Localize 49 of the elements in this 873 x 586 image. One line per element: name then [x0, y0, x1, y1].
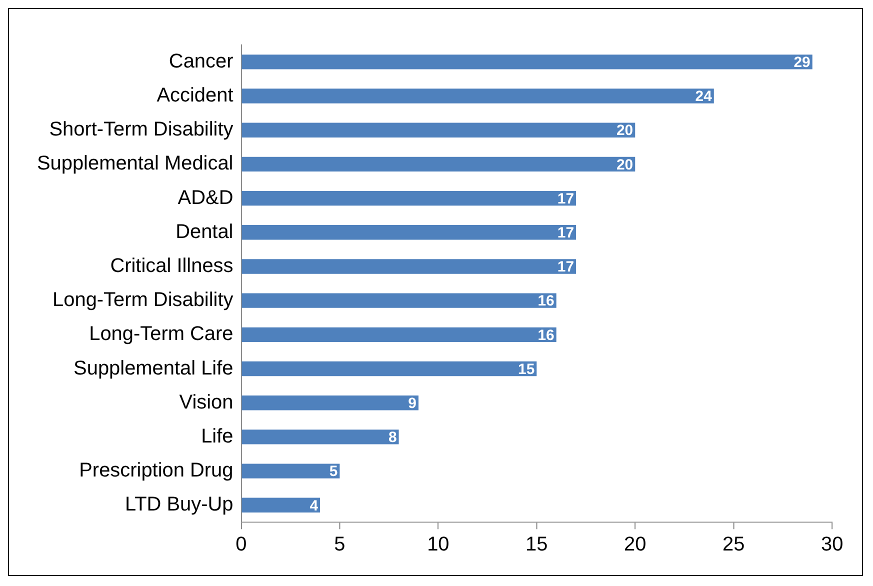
bar — [242, 156, 636, 172]
y-tick-label: Supplemental Life — [74, 357, 234, 380]
y-tick-label: Short-Term Disability — [49, 118, 234, 141]
data-label: 17 — [557, 258, 574, 276]
data-label: 16 — [538, 326, 554, 344]
y-tick-label: Long-Term Care — [89, 323, 234, 346]
data-label: 20 — [616, 156, 634, 174]
data-label: 29 — [794, 54, 810, 72]
x-tick-label: 10 — [427, 534, 450, 556]
data-label: 16 — [538, 292, 554, 310]
y-tick-label: Critical Illness — [110, 254, 234, 277]
x-tick-label: 0 — [236, 534, 247, 556]
x-tick-label: 15 — [526, 534, 548, 556]
data-label: 8 — [388, 429, 397, 446]
bar — [242, 88, 714, 104]
y-tick-label: Life — [201, 425, 234, 448]
y-tick-label: LTD Buy-Up — [124, 494, 234, 516]
bar — [242, 225, 576, 240]
data-label: 15 — [518, 360, 535, 378]
bar — [242, 327, 556, 342]
data-label: 5 — [329, 463, 338, 480]
data-label: 4 — [310, 497, 319, 514]
bar — [242, 464, 340, 478]
x-tick-label: 30 — [820, 534, 844, 556]
y-tick-label: Dental — [176, 220, 234, 243]
data-label: 20 — [616, 122, 634, 140]
y-tick-label: Supplemental Medical — [36, 152, 234, 175]
bar — [242, 361, 537, 376]
x-tick-label: 25 — [722, 534, 745, 556]
y-tick-label: Vision — [179, 391, 234, 414]
bar — [242, 190, 576, 206]
bar — [242, 430, 399, 444]
x-tick-label: 5 — [334, 534, 346, 556]
y-tick-label: Cancer — [168, 50, 234, 72]
bar — [242, 122, 636, 138]
data-label: 17 — [557, 224, 574, 242]
bar — [242, 396, 418, 410]
y-tick-label: Long-Term Disability — [52, 289, 234, 312]
y-tick-label: AD&D — [178, 186, 234, 209]
bar — [242, 54, 812, 70]
bar — [242, 259, 576, 274]
data-label: 17 — [557, 190, 574, 208]
x-tick-label: 20 — [624, 534, 646, 556]
y-tick-label: Prescription Drug — [79, 460, 234, 482]
y-tick-label: Accident — [156, 84, 234, 107]
data-label: 24 — [695, 88, 713, 106]
bar — [242, 498, 320, 512]
data-label: 9 — [408, 394, 416, 412]
bar — [242, 293, 556, 308]
